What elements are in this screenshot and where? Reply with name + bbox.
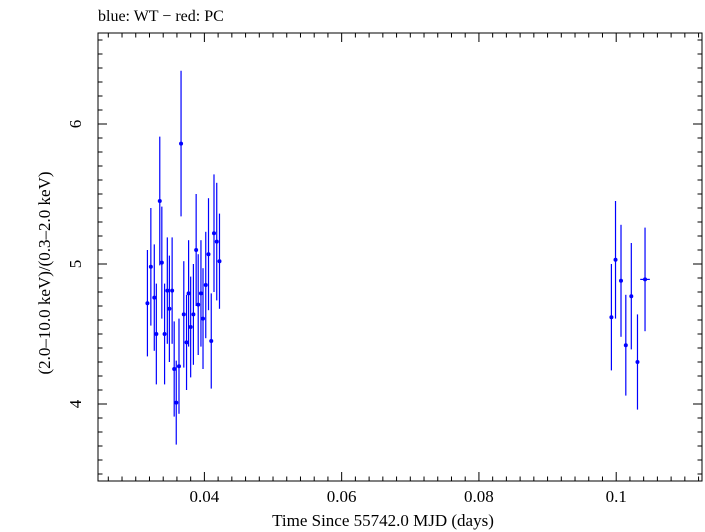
data-point: [170, 288, 175, 293]
data-point: [145, 301, 150, 306]
data-point: [165, 288, 170, 293]
data-point: [159, 260, 164, 265]
y-tick-label: 5: [66, 260, 85, 269]
data-point: [157, 199, 162, 203]
data-point: [154, 332, 159, 336]
data-point: [148, 264, 153, 269]
data-point: [643, 277, 648, 282]
data-point: [629, 294, 634, 299]
axis-ticks: 0.04 0.06 0.08 0.1 4 5 6: [66, 33, 702, 506]
x-tick-label: 0.08: [464, 487, 494, 506]
data-point: [214, 239, 219, 244]
data-point: [619, 278, 624, 283]
data-point: [196, 302, 201, 307]
data-point: [186, 291, 191, 296]
data-point: [613, 257, 618, 262]
data-point: [609, 315, 614, 320]
data-point: [217, 259, 222, 264]
data-point: [188, 325, 193, 329]
data-points: [145, 70, 650, 445]
data-point: [184, 340, 189, 345]
x-axis-label: Time Since 55742.0 MJD (days): [272, 511, 494, 530]
data-point: [174, 400, 179, 405]
y-axis-label: (2.0–10.0 keV)/(0.3–2.0 keV): [35, 171, 54, 374]
x-tick-label: 0.1: [606, 487, 627, 506]
data-point: [172, 367, 177, 371]
y-tick-label: 4: [66, 399, 85, 408]
data-point: [623, 343, 628, 348]
data-point: [194, 248, 199, 252]
data-point: [152, 295, 157, 300]
data-point: [201, 316, 206, 321]
data-point: [181, 312, 186, 317]
data-point: [198, 291, 203, 296]
data-point: [211, 231, 216, 236]
x-tick-label: 0.06: [327, 487, 357, 506]
x-tick-label: 0.04: [190, 487, 220, 506]
data-point: [176, 364, 181, 369]
data-point: [209, 339, 214, 343]
data-point: [167, 306, 172, 311]
data-point: [635, 360, 640, 364]
data-point: [191, 312, 196, 317]
data-point: [203, 283, 208, 287]
data-point: [162, 332, 167, 336]
data-point: [206, 252, 211, 257]
y-tick-label: 6: [66, 120, 85, 129]
data-point: [179, 141, 184, 146]
plot-frame: [97, 32, 703, 482]
chart-title: blue: WT − red: PC: [98, 8, 224, 25]
